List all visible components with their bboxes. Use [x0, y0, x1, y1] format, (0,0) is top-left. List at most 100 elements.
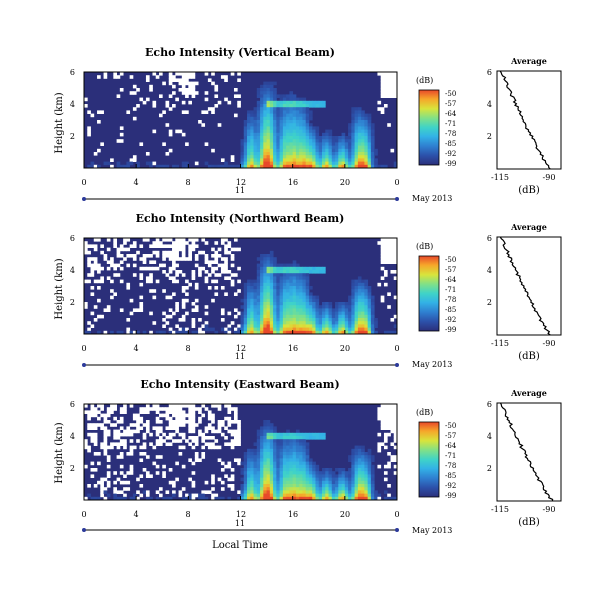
x-tick-labels: 0 4 8 12 16 20 0: [81, 178, 399, 187]
heatmap-cell: [305, 496, 310, 501]
heatmap-cell: [361, 477, 365, 482]
heatmap-cell: [253, 484, 258, 488]
heatmap-cell: [351, 448, 356, 453]
heatmap-cell: [250, 468, 254, 472]
heatmap-cell: [305, 273, 310, 277]
heatmap-cell: [286, 318, 290, 322]
heatmap-cell: [315, 161, 320, 166]
heatmap-cell: [357, 298, 362, 303]
colorbar-tick: -57: [445, 266, 456, 274]
missing-data-cell: [162, 263, 166, 268]
heatmap-cell: [315, 136, 320, 140]
heatmap-cell: [341, 474, 346, 478]
heatmap-cell: [279, 155, 284, 159]
missing-data-cell: [387, 123, 391, 127]
heatmap-cell: [357, 142, 362, 146]
missing-data-cell: [168, 132, 173, 137]
heatmap-cell: [260, 311, 264, 316]
heatmap-cell: [282, 94, 287, 98]
heatmap-cell: [305, 298, 310, 303]
heatmap-cell: [282, 314, 287, 319]
heatmap-cell: [90, 496, 95, 501]
heatmap-cell: [279, 100, 284, 105]
heatmap-cell: [269, 302, 274, 306]
missing-data-cell: [383, 420, 388, 424]
heatmap-cell: [276, 289, 281, 293]
heatmap-cell: [295, 302, 300, 306]
heatmap-cell: [142, 330, 147, 335]
missing-data-cell: [191, 321, 196, 325]
heatmap-cell: [328, 314, 333, 319]
heatmap-cell: [364, 295, 369, 300]
heatmap-cell: [116, 161, 121, 166]
missing-data-cell: [152, 289, 157, 293]
heatmap-cell: [305, 292, 310, 296]
heatmap-cell: [367, 152, 372, 156]
heatmap-cell: [338, 484, 342, 488]
missing-data-cell: [90, 286, 95, 290]
missing-data-cell: [181, 286, 186, 290]
heatmap-cell: [322, 436, 326, 440]
heatmap-cell: [162, 496, 166, 501]
heatmap-cell: [247, 448, 251, 453]
heatmap-cell: [282, 139, 287, 143]
colorbar-tick: -71: [445, 452, 456, 460]
missing-data-cell: [106, 238, 111, 242]
missing-data-cell: [175, 416, 179, 421]
missing-data-cell: [201, 250, 206, 255]
heatmap-cell: [370, 324, 375, 328]
heatmap-cell: [263, 305, 267, 309]
heatmap-cell: [263, 423, 267, 427]
heatmap-cell: [256, 468, 261, 472]
missing-data-cell: [162, 439, 166, 443]
heatmap-cell: [266, 295, 271, 300]
heatmap-cell: [240, 321, 245, 325]
missing-data-cell: [145, 254, 150, 258]
heatmap-cell: [364, 139, 369, 143]
missing-data-cell: [152, 404, 157, 408]
heatmap-cell: [292, 123, 297, 127]
missing-data-cell: [178, 420, 183, 424]
heatmap-cell: [361, 480, 365, 485]
heatmap-cell: [299, 100, 303, 105]
heatmap-cell: [308, 468, 313, 472]
heatmap-cell: [308, 113, 313, 118]
missing-data-cell: [175, 72, 179, 76]
heatmap-cell: [305, 455, 310, 459]
heatmap-cell: [289, 161, 294, 166]
heatmap-cell: [276, 263, 281, 268]
heatmap-cell: [237, 496, 241, 501]
heatmap-cell: [269, 273, 274, 277]
heatmap-cell: [256, 266, 261, 271]
missing-data-cell: [211, 477, 215, 482]
heatmap-cell: [318, 305, 323, 309]
missing-data-cell: [217, 123, 222, 127]
heatmap-cell: [361, 126, 365, 130]
missing-data-cell: [383, 88, 388, 92]
heatmap-cell: [305, 152, 310, 156]
heatmap-cell: [295, 295, 300, 300]
heatmap-cell: [282, 474, 287, 478]
heatmap-cell: [282, 132, 287, 137]
heatmap-cell: [312, 311, 316, 316]
heatmap-cell: [328, 308, 333, 312]
heatmap-cell: [325, 490, 329, 494]
heatmap-cell: [260, 263, 264, 268]
missing-data-cell: [230, 155, 235, 159]
heatmap-cell: [282, 445, 287, 450]
missing-data-cell: [175, 308, 179, 312]
heatmap-cell: [175, 330, 179, 335]
missing-data-cell: [168, 266, 173, 271]
heatmap-cell: [357, 496, 362, 501]
heatmap-cell: [263, 295, 267, 300]
heatmap-cell: [214, 330, 219, 335]
heatmap-cell: [165, 164, 170, 169]
missing-data-cell: [181, 314, 186, 319]
heatmap-cell: [279, 445, 284, 450]
missing-data-cell: [175, 404, 179, 408]
heatmap-cell: [273, 442, 277, 446]
heatmap-cell: [260, 260, 264, 264]
missing-data-cell: [142, 410, 147, 414]
heatmap-cell: [282, 452, 287, 456]
missing-data-cell: [172, 292, 176, 296]
